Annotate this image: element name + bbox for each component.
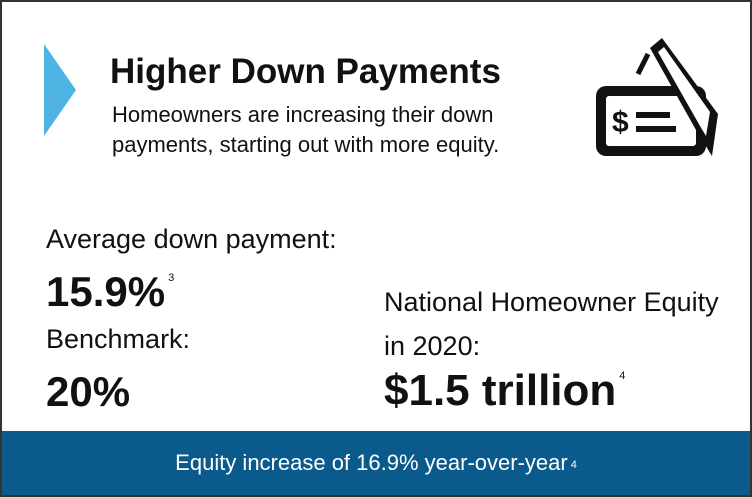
stat-label: Average down payment: — [46, 224, 337, 254]
check-icon: $ — [596, 38, 718, 156]
stat-value: 20% — [46, 368, 131, 415]
stat-value-text: $1.5 trillion — [384, 366, 617, 415]
footnote-ref: 4 — [570, 459, 577, 471]
stat-label: National Homeowner Equity in 2020: — [384, 287, 719, 361]
description: Homeowners are increasing their down pay… — [112, 102, 500, 157]
footnote-ref: 3 — [168, 272, 175, 284]
footer-text: Equity increase of 16.9% year-over-year — [175, 450, 568, 475]
svg-text:$: $ — [612, 106, 629, 139]
accent-arrow — [44, 44, 76, 136]
footer-banner: Equity increase of 16.9% year-over-year 4 — [2, 431, 750, 495]
title: Higher Down Payments — [110, 52, 501, 91]
stat-value: 15.9% 3 — [46, 268, 174, 316]
stat-value-text: 15.9% — [46, 268, 166, 315]
stat-value: $1.5 trillion 4 — [384, 366, 625, 416]
stat-label: Benchmark: — [46, 324, 191, 354]
footnote-ref: 4 — [619, 370, 626, 382]
